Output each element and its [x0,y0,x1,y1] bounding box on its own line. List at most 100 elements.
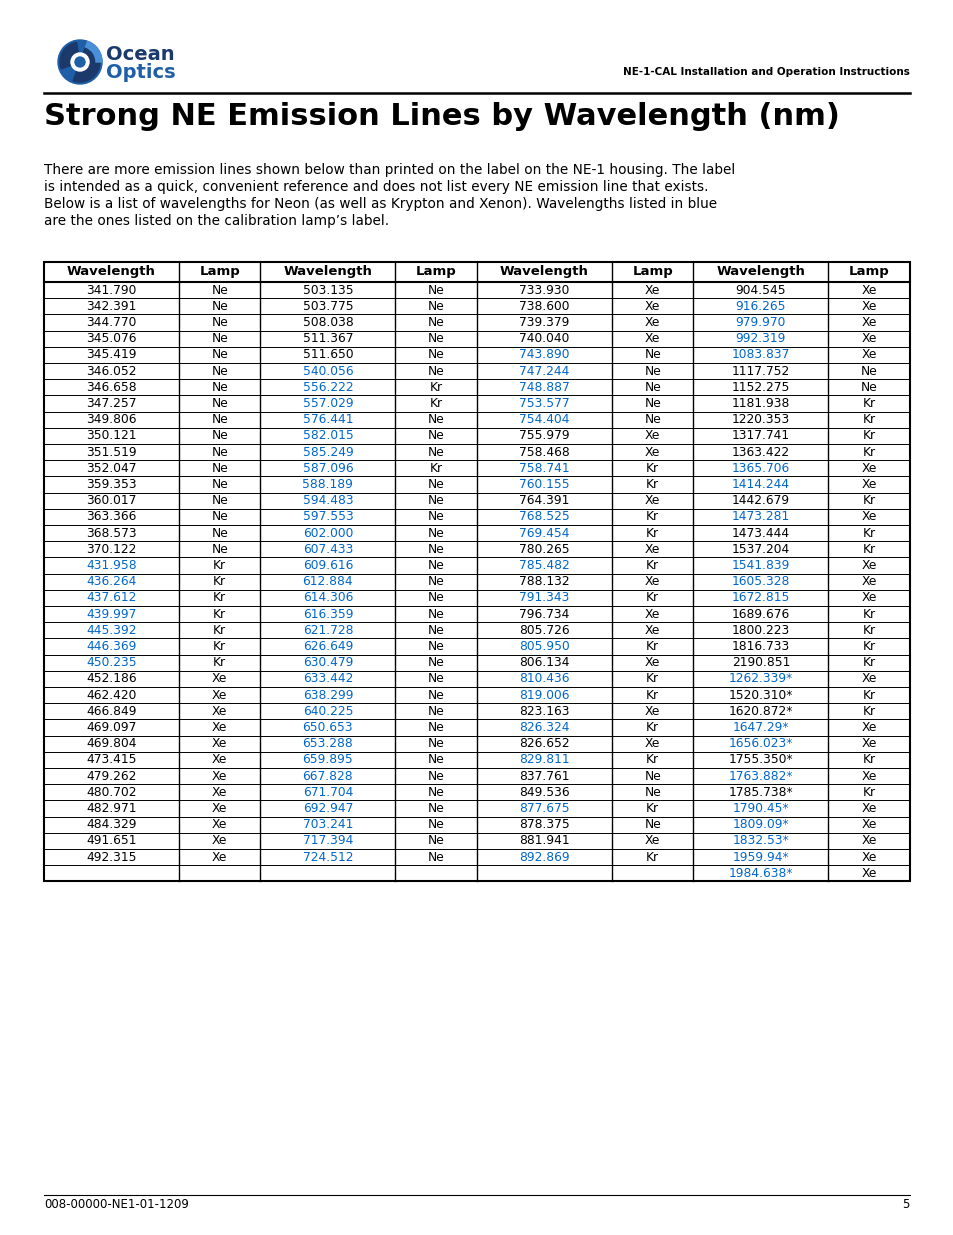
Text: Xe: Xe [212,721,227,734]
Text: Ne: Ne [211,364,228,378]
Text: 805.726: 805.726 [518,624,569,637]
Text: Below is a list of wavelengths for Neon (as well as Krypton and Xenon). Waveleng: Below is a list of wavelengths for Neon … [44,198,717,211]
Text: Xe: Xe [644,284,659,296]
Text: Xe: Xe [644,624,659,637]
Text: 480.702: 480.702 [86,785,136,799]
Text: Kr: Kr [645,721,659,734]
Text: 370.122: 370.122 [86,543,136,556]
Text: Ne: Ne [211,284,228,296]
Text: Ne: Ne [427,640,444,653]
Text: 916.265: 916.265 [735,300,785,312]
Text: Xe: Xe [861,478,876,492]
Circle shape [71,53,89,70]
Text: Xe: Xe [644,446,659,458]
Text: 363.366: 363.366 [86,510,136,524]
Text: 437.612: 437.612 [86,592,136,604]
Text: Xe: Xe [861,462,876,474]
Text: Ne: Ne [211,316,228,329]
Text: Xe: Xe [644,316,659,329]
Text: 346.052: 346.052 [86,364,136,378]
Text: 758.468: 758.468 [518,446,569,458]
Text: Ne: Ne [427,576,444,588]
Text: 349.806: 349.806 [86,414,136,426]
Text: Ocean: Ocean [106,44,174,63]
Text: Kr: Kr [862,414,875,426]
Text: Ne: Ne [211,430,228,442]
Text: 557.029: 557.029 [302,396,353,410]
Text: 436.264: 436.264 [86,576,136,588]
Text: 511.650: 511.650 [302,348,353,362]
Text: Xe: Xe [644,656,659,669]
Text: Wavelength: Wavelength [283,266,372,279]
Text: Ne: Ne [427,672,444,685]
Text: 1083.837: 1083.837 [731,348,789,362]
Text: Kr: Kr [645,753,659,767]
Text: 1520.310*: 1520.310* [728,689,792,701]
Text: 796.734: 796.734 [518,608,569,621]
Text: 791.343: 791.343 [518,592,569,604]
Text: 785.482: 785.482 [518,559,569,572]
Text: Ne: Ne [427,835,444,847]
Text: 755.979: 755.979 [518,430,569,442]
Text: Ne: Ne [427,284,444,296]
Text: 1763.882*: 1763.882* [728,769,792,783]
Text: Ne: Ne [211,526,228,540]
Text: Ne: Ne [427,608,444,621]
Text: Kr: Kr [862,494,875,508]
Text: 345.419: 345.419 [86,348,136,362]
Text: 1152.275: 1152.275 [731,380,789,394]
Text: Ne: Ne [211,396,228,410]
Text: 1800.223: 1800.223 [731,624,789,637]
Text: Kr: Kr [645,478,659,492]
Text: Ne: Ne [643,348,660,362]
Text: Xe: Xe [212,769,227,783]
Text: 659.895: 659.895 [302,753,353,767]
Text: Wavelength: Wavelength [716,266,804,279]
Text: 769.454: 769.454 [518,526,569,540]
Text: 810.436: 810.436 [518,672,569,685]
Text: 446.369: 446.369 [86,640,136,653]
Text: NE-1-CAL Installation and Operation Instructions: NE-1-CAL Installation and Operation Inst… [622,67,909,77]
Text: 469.804: 469.804 [86,737,136,750]
Text: Xe: Xe [861,332,876,346]
Text: Ne: Ne [427,737,444,750]
Text: Lamp: Lamp [848,266,888,279]
Text: 630.479: 630.479 [302,656,353,669]
Text: Ne: Ne [643,785,660,799]
Text: 1672.815: 1672.815 [731,592,789,604]
Text: 892.869: 892.869 [518,851,569,863]
Text: Wavelength: Wavelength [67,266,155,279]
Text: 492.315: 492.315 [86,851,136,863]
Text: 607.433: 607.433 [302,543,353,556]
Text: Xe: Xe [861,835,876,847]
Text: 881.941: 881.941 [518,835,569,847]
Text: Kr: Kr [429,462,442,474]
Text: Xe: Xe [861,510,876,524]
Text: Ne: Ne [427,332,444,346]
Text: Ne: Ne [211,414,228,426]
Text: Ne: Ne [427,414,444,426]
Text: 350.121: 350.121 [86,430,136,442]
Text: 1473.444: 1473.444 [731,526,789,540]
Text: Ne: Ne [211,462,228,474]
Text: 1959.94*: 1959.94* [732,851,788,863]
Text: 508.038: 508.038 [302,316,353,329]
Text: 1790.45*: 1790.45* [732,802,788,815]
Text: Xe: Xe [212,737,227,750]
Text: 612.884: 612.884 [302,576,353,588]
Text: Ne: Ne [427,785,444,799]
Text: Xe: Xe [861,592,876,604]
Text: Kr: Kr [645,689,659,701]
Text: Ne: Ne [427,624,444,637]
Text: Ne: Ne [427,592,444,604]
Text: 462.420: 462.420 [86,689,136,701]
Text: 1689.676: 1689.676 [731,608,789,621]
Text: Ne: Ne [427,705,444,718]
Text: Ne: Ne [860,364,877,378]
Text: Xe: Xe [212,785,227,799]
Text: 1117.752: 1117.752 [731,364,789,378]
Text: Xe: Xe [861,737,876,750]
Text: Xe: Xe [212,802,227,815]
Text: are the ones listed on the calibration lamp’s label.: are the ones listed on the calibration l… [44,214,389,228]
Text: Xe: Xe [212,753,227,767]
